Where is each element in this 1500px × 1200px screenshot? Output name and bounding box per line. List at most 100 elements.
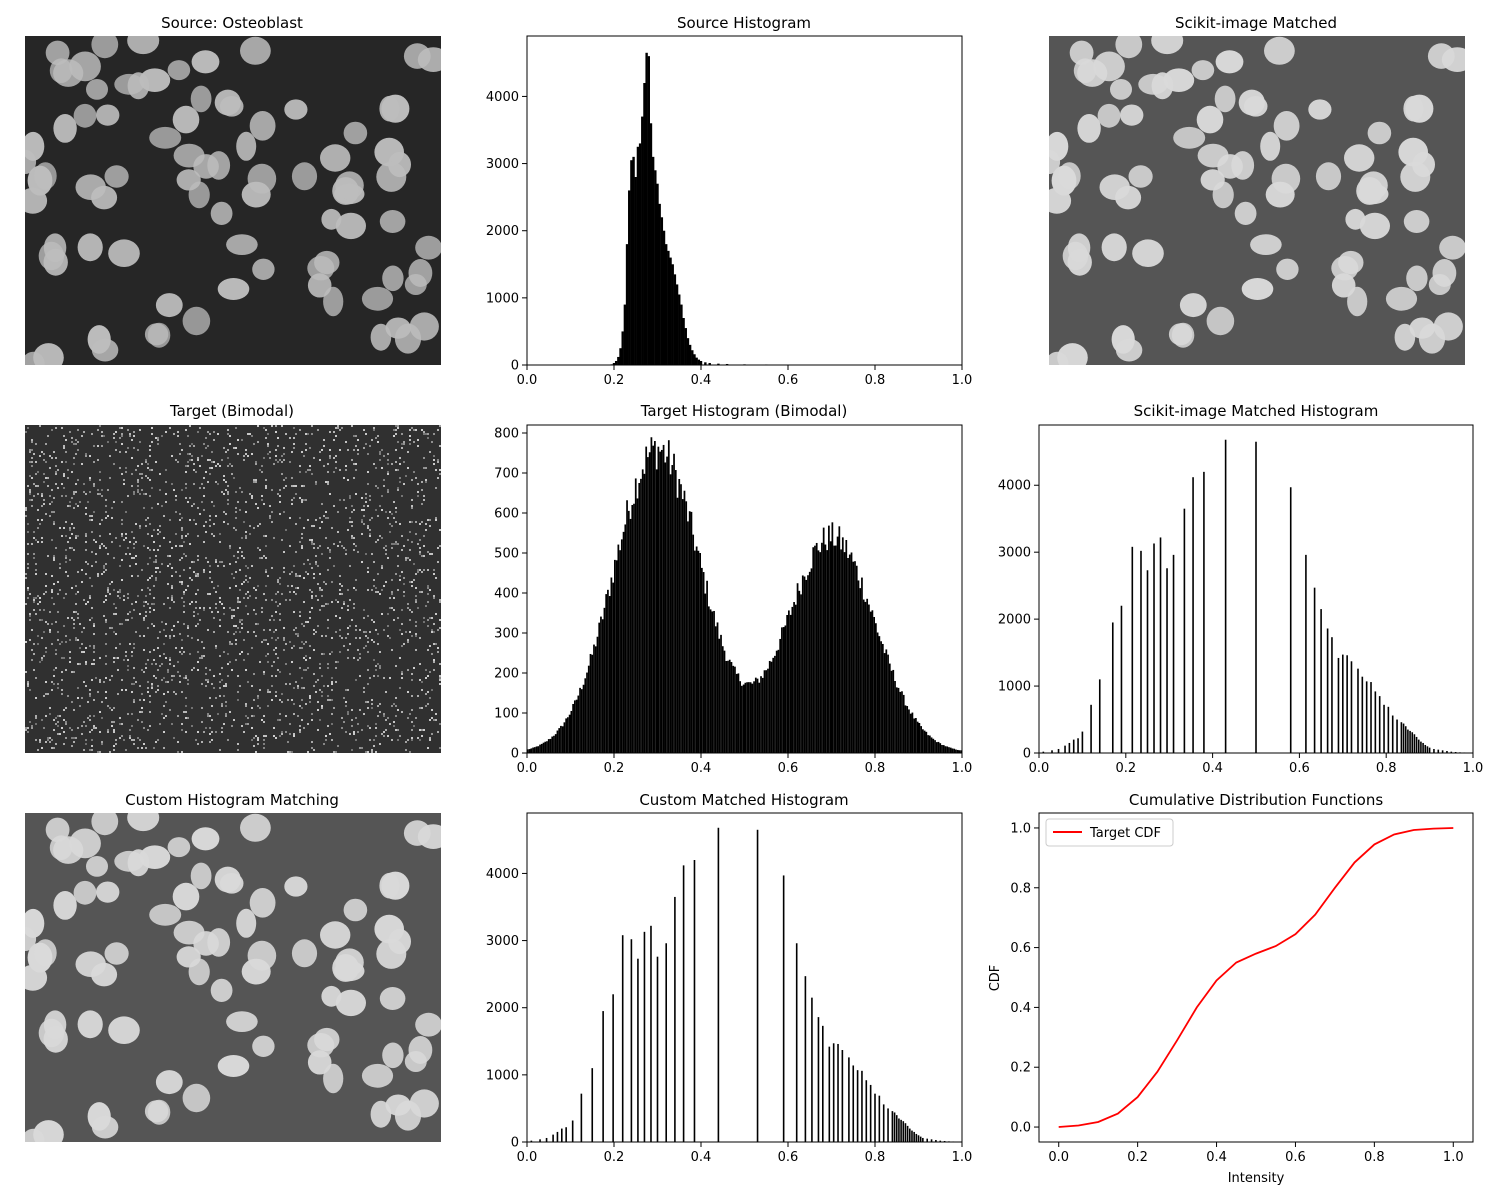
noise-pixel	[381, 495, 383, 497]
noise-pixel	[93, 623, 95, 625]
noise-pixel	[323, 653, 325, 655]
noise-pixel	[109, 593, 111, 595]
noise-pixel	[421, 729, 423, 731]
histogram-bar	[718, 828, 720, 1142]
noise-pixel	[175, 647, 177, 649]
noise-pixel	[219, 619, 221, 621]
histogram-bar	[1290, 487, 1292, 753]
source-histogram-panel: Source Histogram 0.0 0.2 0.4 0.6 0.8 1.001000…	[486, 14, 972, 388]
noise-pixel	[281, 539, 283, 541]
legend: Target CDF	[1046, 819, 1173, 846]
noise-pixel	[275, 449, 277, 451]
noise-pixel	[233, 527, 235, 529]
noise-pixel	[77, 663, 79, 665]
histogram-bar	[743, 685, 745, 753]
noise-pixel	[127, 547, 129, 549]
noise-pixel	[291, 499, 293, 501]
noise-pixel	[431, 709, 433, 711]
noise-pixel	[75, 439, 77, 441]
histogram-bar	[1401, 722, 1403, 753]
noise-pixel	[393, 597, 395, 599]
cell-nucleus	[69, 52, 101, 82]
noise-pixel	[415, 717, 417, 719]
noise-pixel	[149, 607, 151, 609]
noise-pixel	[321, 521, 323, 523]
noise-pixel	[73, 507, 75, 509]
histogram-bar	[657, 957, 659, 1142]
noise-pixel	[403, 545, 405, 547]
noise-pixel	[355, 637, 357, 639]
bars	[531, 828, 959, 1142]
noise-pixel	[407, 639, 409, 641]
cell-nucleus	[86, 856, 108, 877]
noise-pixel	[279, 735, 281, 737]
noise-pixel	[195, 601, 197, 603]
noise-pixel	[369, 631, 371, 633]
noise-pixel	[373, 621, 375, 623]
noise-pixel	[237, 627, 239, 629]
noise-pixel	[103, 567, 105, 569]
noise-pixel	[345, 705, 347, 707]
histogram-bar	[668, 440, 670, 753]
noise-pixel	[71, 471, 73, 473]
noise-pixel	[63, 709, 65, 711]
noise-pixel	[143, 649, 145, 651]
noise-pixel	[129, 735, 131, 737]
noise-pixel	[143, 743, 145, 745]
noise-pixel	[113, 463, 115, 465]
noise-pixel	[125, 533, 127, 535]
noise-pixel	[387, 735, 389, 737]
noise-pixel	[85, 647, 87, 649]
noise-pixel	[383, 485, 385, 487]
noise-pixel	[269, 451, 271, 453]
histogram-bar	[941, 745, 943, 753]
noise-pixel	[219, 533, 221, 535]
noise-pixel	[313, 543, 315, 545]
cell-nucleus	[46, 818, 70, 842]
noise-pixel	[113, 631, 115, 633]
noise-pixel	[321, 635, 323, 637]
noise-pixel	[81, 733, 83, 735]
noise-pixel	[245, 537, 247, 539]
noise-pixel	[347, 529, 349, 531]
noise-pixel	[83, 681, 85, 683]
noise-pixel	[383, 585, 385, 587]
noise-pixel	[105, 547, 107, 549]
noise-pixel	[143, 545, 145, 547]
noise-pixel	[183, 593, 185, 595]
histogram-bar	[776, 651, 778, 753]
noise-pixel	[89, 749, 91, 751]
noise-pixel	[123, 479, 125, 481]
noise-pixel	[143, 727, 145, 729]
noise-pixel	[389, 523, 391, 525]
noise-pixel	[297, 635, 299, 637]
cell-nucleus	[22, 1129, 45, 1153]
noise-pixel	[151, 623, 153, 625]
noise-pixel	[413, 563, 415, 565]
noise-pixel	[301, 485, 303, 487]
noise-pixel	[385, 581, 387, 583]
noise-pixel	[367, 571, 369, 573]
y-tick-label: 0.8	[1010, 881, 1031, 896]
noise-pixel	[373, 641, 375, 643]
noise-pixel	[213, 461, 215, 463]
cell-nucleus	[335, 948, 364, 976]
noise-pixel	[377, 715, 379, 717]
cell-nucleus	[53, 891, 76, 920]
noise-pixel	[57, 725, 59, 727]
noise-pixel	[313, 685, 315, 687]
noise-pixel	[335, 631, 337, 633]
noise-pixel	[83, 651, 85, 653]
noise-pixel	[341, 727, 343, 729]
noise-pixel	[169, 563, 171, 565]
histogram-bar	[1409, 731, 1411, 753]
noise-pixel	[335, 455, 337, 457]
noise-pixel	[279, 613, 281, 615]
noise-pixel	[245, 593, 247, 595]
noise-pixel	[131, 691, 133, 693]
noise-pixel	[63, 743, 65, 745]
noise-pixel	[331, 713, 333, 715]
noise-pixel	[27, 685, 29, 687]
histogram-bar	[652, 446, 654, 753]
noise-pixel	[193, 463, 195, 465]
